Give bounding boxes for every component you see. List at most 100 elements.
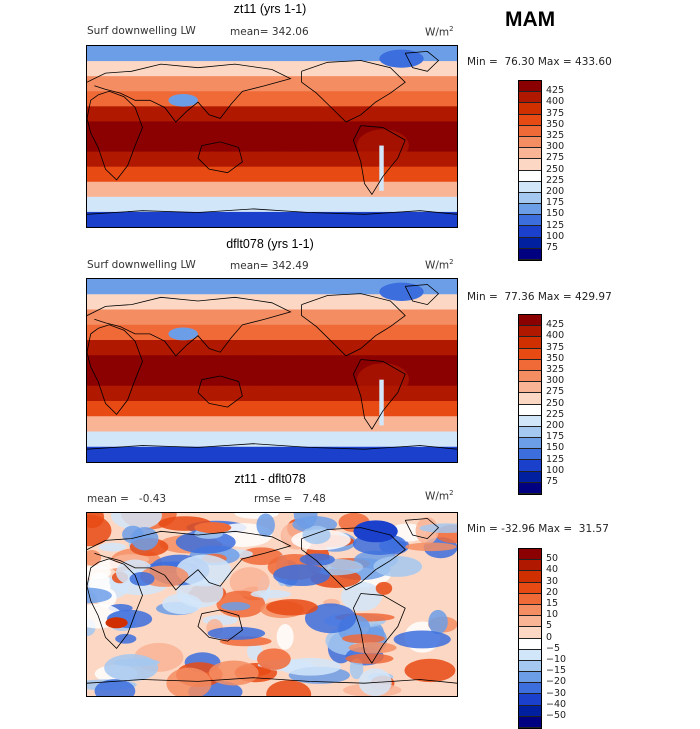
colorbar-tick-label: 40 xyxy=(546,564,559,576)
colorbar-swatch xyxy=(519,226,541,238)
colorbar-tick-label: 20 xyxy=(546,586,559,598)
coastline xyxy=(197,609,243,642)
coastline xyxy=(301,527,406,591)
colorbar-tick-label: 275 xyxy=(546,152,565,164)
field-patch xyxy=(130,526,159,551)
colorbar-tick-label: −15 xyxy=(546,665,567,677)
field-patch xyxy=(341,634,385,644)
colorbar-swatch xyxy=(519,460,541,472)
colorbar-swatch xyxy=(519,192,541,205)
colorbar-tick-label: 325 xyxy=(546,130,565,141)
field-patch xyxy=(279,657,341,676)
panel-3-title: zt11 - dflt078 xyxy=(234,472,306,486)
field-patch xyxy=(166,667,212,696)
colorbar-swatch xyxy=(519,649,541,661)
field-patch xyxy=(304,603,357,634)
colorbar-tick-label: 225 xyxy=(546,174,565,186)
field-patch xyxy=(345,653,394,664)
coastline xyxy=(301,293,406,357)
coastline xyxy=(87,677,457,684)
field-patch xyxy=(340,581,382,612)
coastline xyxy=(404,518,440,540)
colorbar-swatch xyxy=(519,705,541,717)
colorbar-tick-label: 125 xyxy=(546,453,565,465)
coastline xyxy=(87,296,292,357)
colorbar-tick-label: 30 xyxy=(546,575,559,587)
field-patch xyxy=(129,572,155,586)
panel-1-variable: Surf downwelling LW xyxy=(87,25,196,37)
panel-2-mean: mean= 342.49 xyxy=(230,260,309,272)
colorbar-swatch xyxy=(519,103,541,115)
field-patch xyxy=(373,556,423,577)
field-band xyxy=(87,181,457,198)
colorbar-tick-label: 425 xyxy=(546,319,565,331)
field-band xyxy=(87,166,457,183)
colorbar-tick-label: 5 xyxy=(546,620,553,632)
colorbar-tick-label: 375 xyxy=(546,107,565,119)
coastline xyxy=(404,284,440,306)
colorbar-swatch xyxy=(519,571,541,583)
colorbar-swatch xyxy=(519,248,541,260)
colorbar-swatch xyxy=(519,125,541,137)
field-patch xyxy=(405,542,457,552)
colorbar-tick-label: −30 xyxy=(546,687,567,699)
colorbar-swatch xyxy=(519,393,541,405)
field-band xyxy=(87,340,457,356)
panel-3-units: W/m2 xyxy=(425,489,454,503)
colorbar-swatch xyxy=(519,426,541,439)
field-band xyxy=(87,61,457,77)
colorbar-swatch xyxy=(519,482,541,494)
colorbar-swatch xyxy=(519,215,541,227)
colorbar-tick-label: 100 xyxy=(546,230,565,242)
colorbar-swatch xyxy=(519,638,541,650)
colorbar-tick-label: 350 xyxy=(546,352,565,364)
colorbar-tick-label: −40 xyxy=(546,698,567,710)
panel-2-min-max: Min = 77.36 Max = 429.97 xyxy=(467,291,612,303)
field-patch xyxy=(404,658,456,683)
field-patch xyxy=(115,633,137,644)
field-blob xyxy=(357,363,409,397)
panel-1-map xyxy=(86,45,458,228)
field-blob xyxy=(379,49,424,68)
panel-3-rmse: rmse = 7.48 xyxy=(254,493,326,505)
panel-3-colorbar xyxy=(518,548,542,729)
colorbar-swatch xyxy=(519,449,541,461)
colorbar-tick-label: 300 xyxy=(546,375,565,387)
colorbar-swatch xyxy=(519,616,541,628)
coastline xyxy=(87,558,143,650)
field-patch xyxy=(98,542,127,552)
colorbar-tick-label: 350 xyxy=(546,118,565,130)
field-patch xyxy=(428,609,448,635)
field-band xyxy=(87,279,457,295)
field-blob xyxy=(161,355,324,386)
field-band xyxy=(87,211,457,227)
colorbar-tick-label: 75 xyxy=(546,242,559,253)
colorbar-tick-label: 325 xyxy=(546,364,565,375)
panel-3-min-max: Min = -32.96 Max = 31.57 xyxy=(467,523,609,535)
colorbar-swatch xyxy=(519,593,541,605)
colorbar-swatch xyxy=(519,694,541,706)
panel-1-title: zt11 (yrs 1-1) xyxy=(233,2,307,16)
panel-2-title: dflt078 (yrs 1-1) xyxy=(226,237,314,251)
colorbar-tick-label: 425 xyxy=(546,85,565,97)
colorbar-tick-label: 400 xyxy=(546,330,565,342)
field-patch xyxy=(208,660,259,686)
field-patch xyxy=(162,593,202,615)
field-patch xyxy=(266,680,312,696)
colorbar-swatch xyxy=(519,660,541,673)
field-patch xyxy=(176,554,232,587)
colorbar-swatch xyxy=(519,627,541,639)
panel-3-mean: mean = -0.43 xyxy=(87,493,167,505)
colorbar-swatch xyxy=(519,237,541,249)
field-patch xyxy=(256,648,291,670)
colorbar-tick-label: 175 xyxy=(546,197,565,209)
field-band xyxy=(87,196,457,213)
colorbar-tick-label: 200 xyxy=(546,186,565,197)
colorbar-swatch xyxy=(519,438,541,450)
coastline xyxy=(197,141,243,174)
field-patch xyxy=(229,567,270,597)
coastline xyxy=(87,443,457,450)
colorbar-tick-label: −20 xyxy=(546,676,567,688)
field-band xyxy=(87,294,457,310)
coastline xyxy=(197,375,243,408)
